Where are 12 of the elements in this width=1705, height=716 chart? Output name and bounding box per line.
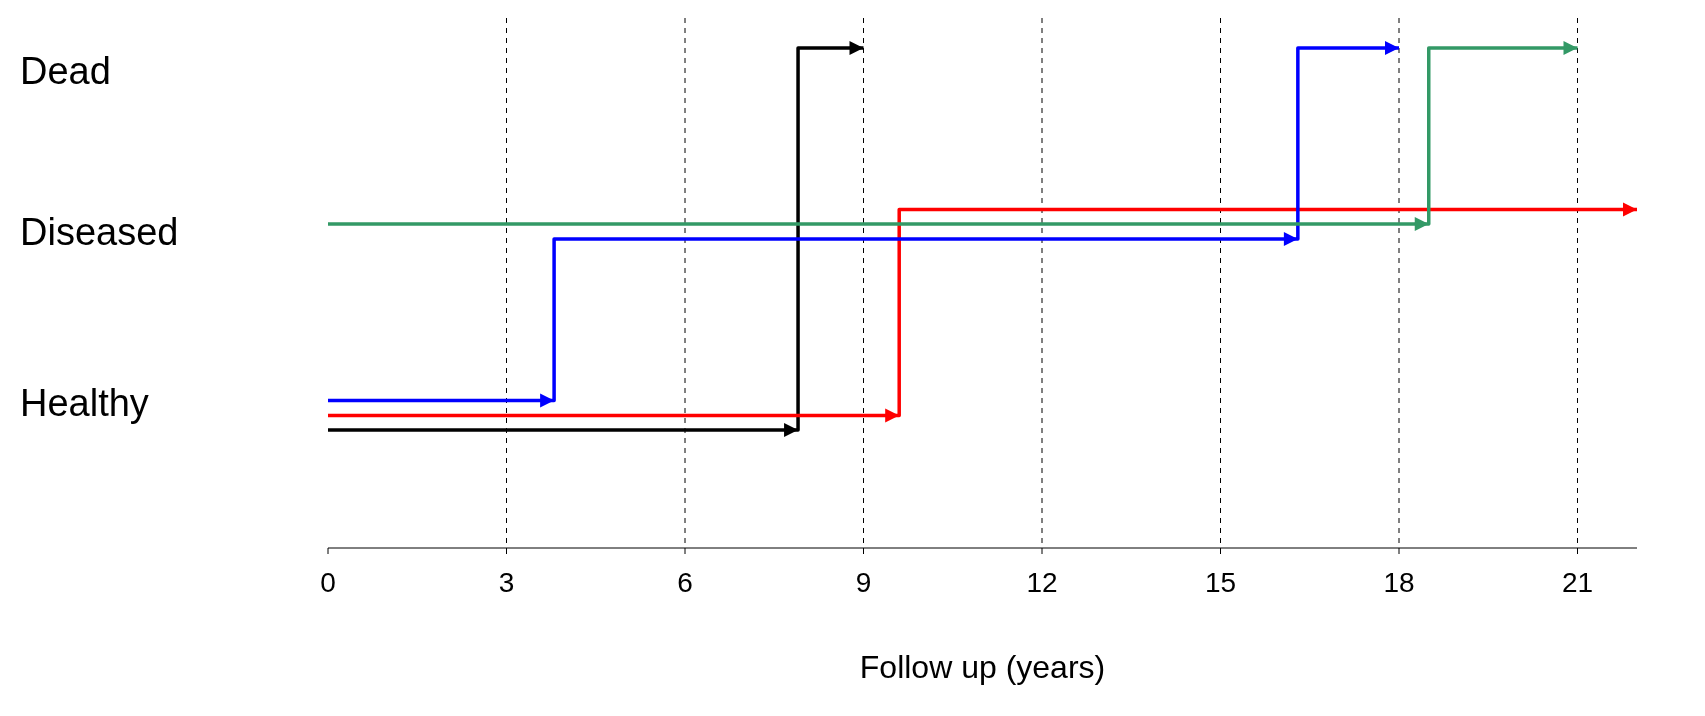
x-tick-label: 9	[855, 566, 872, 598]
x-tick-label: 15	[1204, 566, 1237, 598]
text: Dead	[20, 50, 111, 93]
text: Healthy	[20, 382, 149, 425]
x-tick-label: 12	[1026, 566, 1058, 598]
x-axis-title: Follow up (years)	[859, 649, 1106, 685]
text: Diseased	[20, 211, 179, 254]
x-tick-label: 18	[1383, 566, 1415, 598]
x-tick-label: 21	[1561, 566, 1594, 598]
x-tick-label: 0	[320, 566, 336, 598]
x-tick-label: 3	[498, 566, 515, 598]
x-tick-label: 6	[677, 566, 693, 598]
